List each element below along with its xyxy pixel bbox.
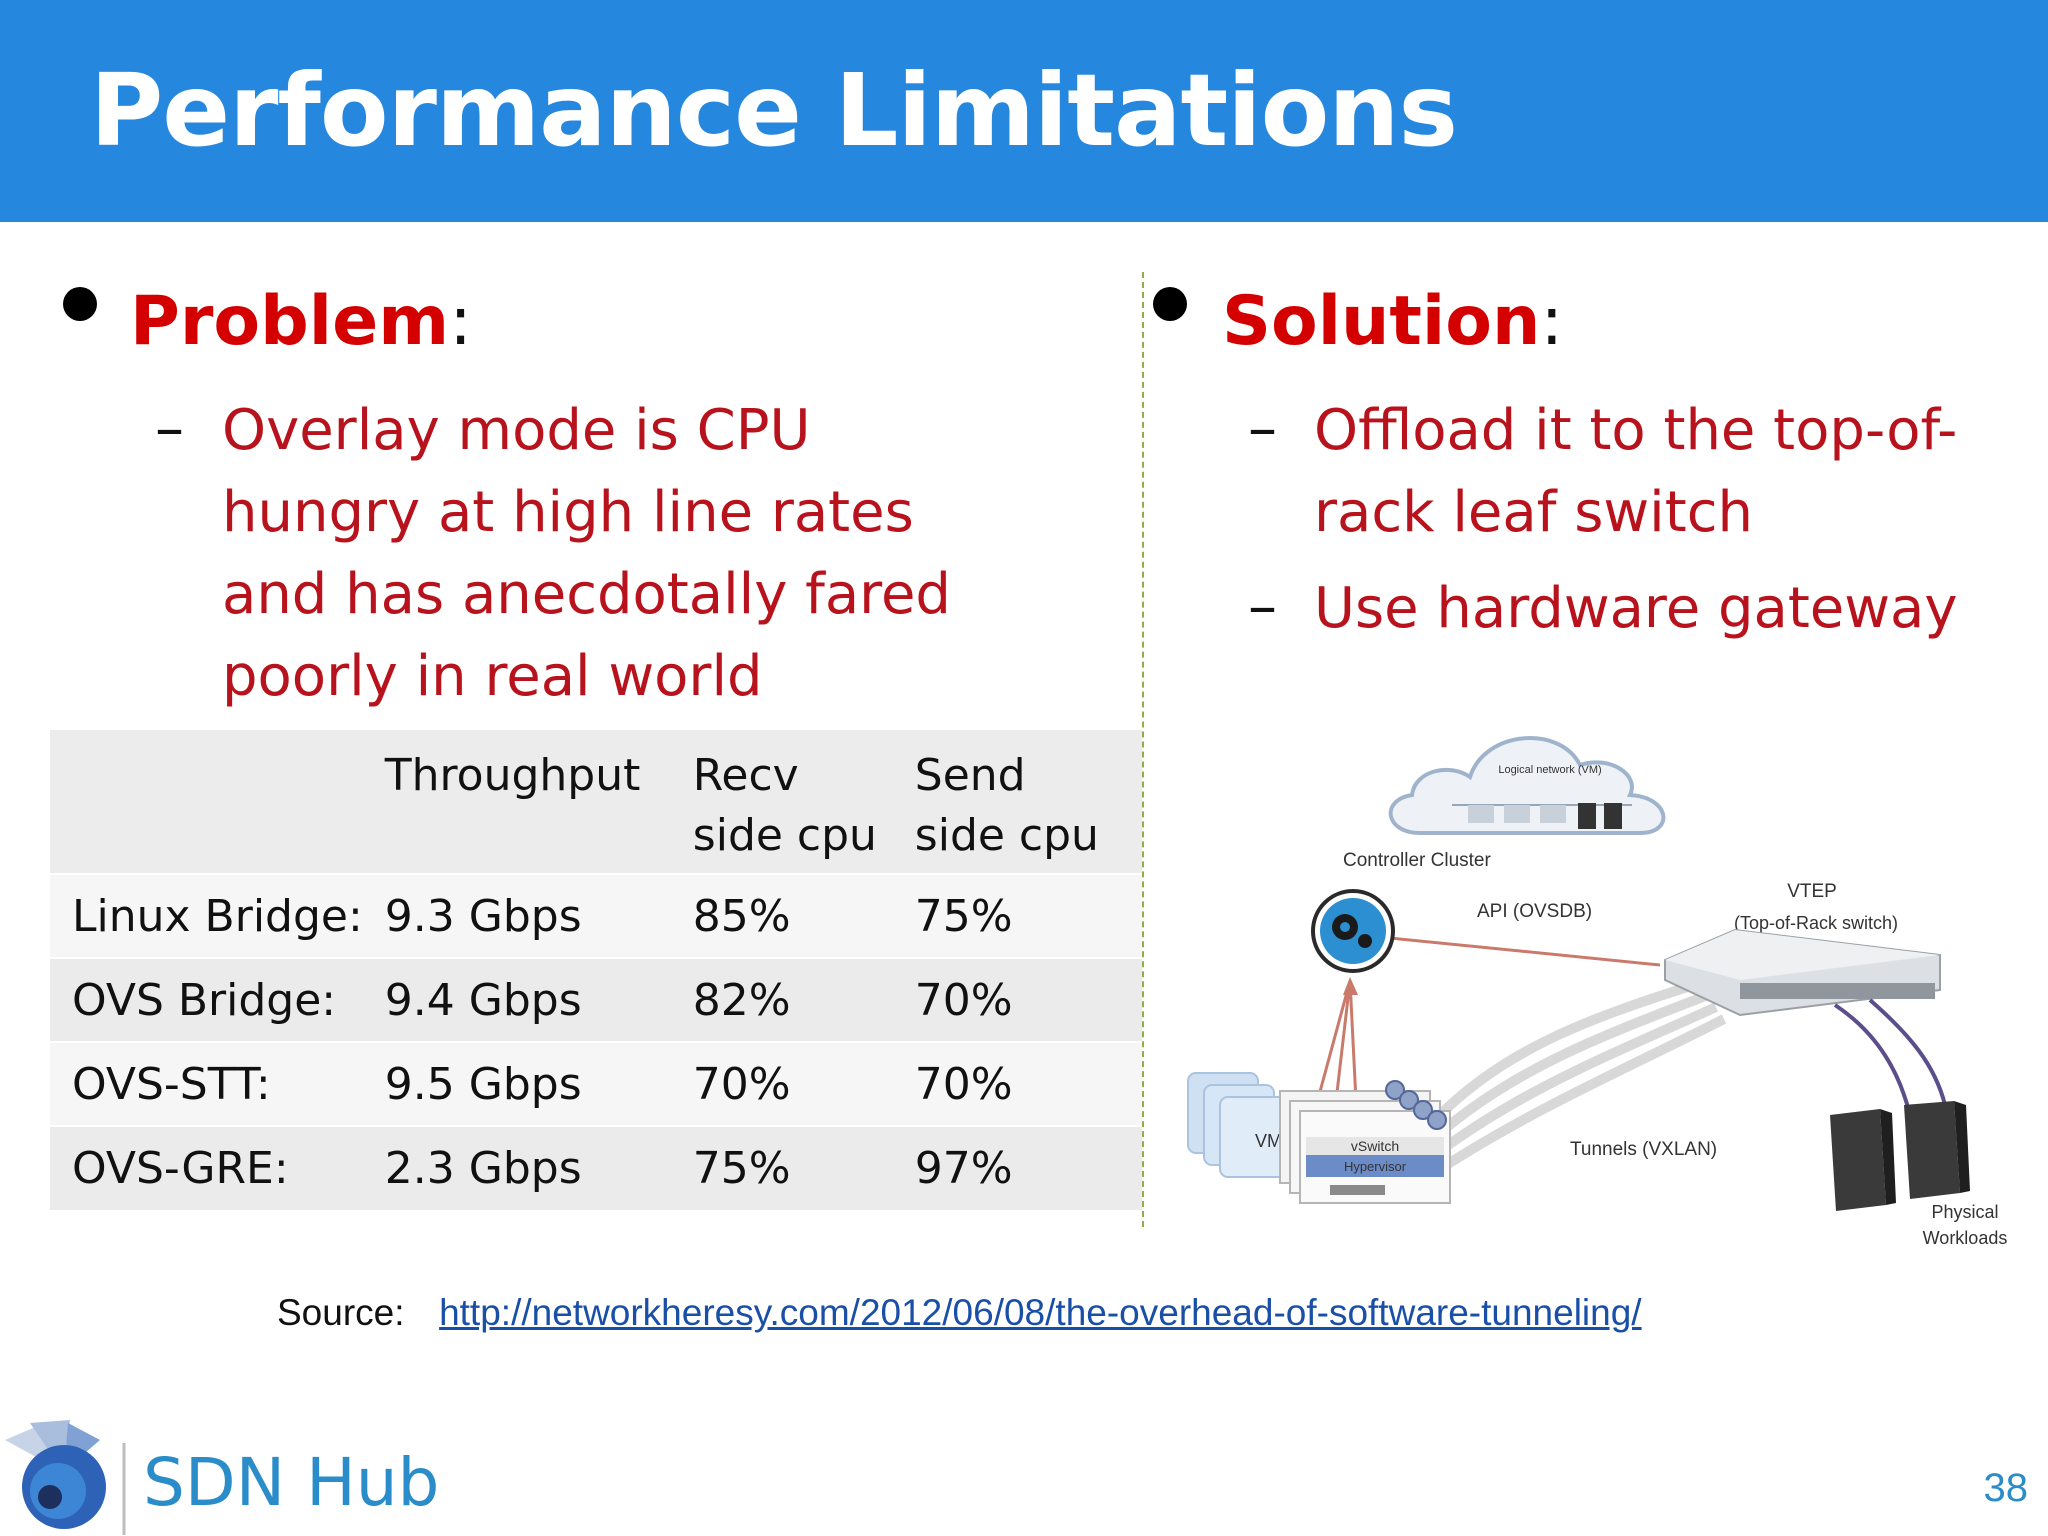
solution-line: Use hardware gateway [1314,576,1958,641]
bullet-icon [63,287,97,321]
table-cell: Linux Bridge: [72,890,363,942]
source-label: Source: [277,1292,405,1333]
problem-dash: – [155,394,184,462]
hypervisor-stack: vSwitch Hypervisor [1279,1080,1451,1204]
switch-icon [1664,928,1941,1017]
table-cell: 70% [692,1058,791,1110]
table-header-cell: Recv side cpu [692,750,877,861]
page-number: 38 [1983,1466,2029,1510]
solution-item-2: Use hardware gateway [1314,568,1958,650]
table-cell: 70% [914,974,1013,1026]
brand-name: SDN Hub [143,1444,440,1521]
hypervisor-label: Hypervisor [1344,1159,1407,1174]
title-bar: Performance Limitations [0,0,2048,222]
cloud-icon: Logical network (VM) [1388,736,1666,835]
solution-line: Offload it to the top-of- [1314,398,1958,463]
problem-line: Overlay mode is CPU [222,398,811,463]
table-cell: 2.3 Gbps [384,1143,582,1194]
cloud-label: Logical network (VM) [1498,764,1601,776]
table-cell: OVS Bridge: [72,974,337,1026]
problem-line: hungry at high line rates [222,480,914,545]
problem-line: poorly in real world [222,644,763,709]
source-link[interactable]: http://networkheresy.com/2012/06/08/the-… [439,1292,1642,1333]
slide-title: Performance Limitations [90,52,1458,169]
table-cell: 75% [692,1143,791,1194]
column-divider [1142,272,1144,1227]
problem-heading: Problem: [130,282,472,361]
vtep-sub-label: (Top-of-Rack switch) [1734,913,1898,933]
table-cell: 75% [914,890,1013,942]
server-icon [1830,1109,1896,1211]
sdn-hub-logo-icon [5,1420,126,1535]
vswitch-label: vSwitch [1351,1138,1399,1154]
table-cell: OVS-GRE: [72,1143,289,1194]
problem-line: and has anecdotally fared [222,562,951,627]
table-cell: 9.3 Gbps [384,890,582,942]
gear-icon [1311,889,1395,973]
api-label: API (OVSDB) [1477,901,1592,922]
server-icon [1904,1101,1970,1199]
solution-label: Solution [1222,282,1541,361]
table-cell: 82% [692,974,791,1026]
solution-colon: : [1540,282,1564,361]
table-header-cell: Send side cpu [914,750,1099,861]
problem-colon: : [449,282,472,361]
problem-label: Problem [130,282,450,361]
solution-line: rack leaf switch [1314,480,1753,545]
vtep-label: VTEP [1787,881,1837,902]
physical-label: Physical [1931,1202,1998,1222]
solution-dash: – [1248,394,1277,462]
table-cell: 9.4 Gbps [384,974,582,1026]
table-cell: OVS-STT: [72,1058,271,1110]
vm-stack: VM [1187,1072,1291,1178]
table-cell: 97% [914,1143,1013,1194]
vm-label: VM [1255,1131,1282,1151]
table-cell: 9.5 Gbps [384,1058,582,1110]
tunnels-label: Tunnels (VXLAN) [1570,1139,1717,1160]
performance-table: Throughput Recv side cpu Send side cpu Lin… [50,730,1142,1210]
vtep-diagram: Logical network (VM) Controller Cluster … [1187,736,2008,1248]
controller-cluster-label: Controller Cluster [1343,850,1491,871]
solution-item-1: Offload it to the top-of- rack leaf swit… [1314,390,1957,554]
table-row: OVS-GRE: 2.3 Gbps 75% 97% [50,1126,1142,1210]
problem-text: Overlay mode is CPU hungry at high line … [222,390,951,718]
table-header-cell [50,730,363,874]
table-header-row: Throughput Recv side cpu Send side cpu [50,730,1142,874]
bullet-icon [1153,287,1187,321]
solution-dash: – [1248,572,1277,640]
table-cell: 85% [692,890,791,942]
table-row: OVS Bridge: 9.4 Gbps 82% 70% [50,958,1142,1042]
table-header-cell: Throughput [384,750,641,801]
table-row: OVS-STT: 9.5 Gbps 70% 70% [50,1042,1142,1126]
solution-heading: Solution: [1222,282,1563,361]
table-row: Linux Bridge: 9.3 Gbps 85% 75% [50,874,1142,958]
workloads-label: Workloads [1923,1228,2008,1248]
table-cell: 70% [914,1058,1013,1110]
source-line: Source: http://networkheresy.com/2012/06… [277,1292,1642,1334]
